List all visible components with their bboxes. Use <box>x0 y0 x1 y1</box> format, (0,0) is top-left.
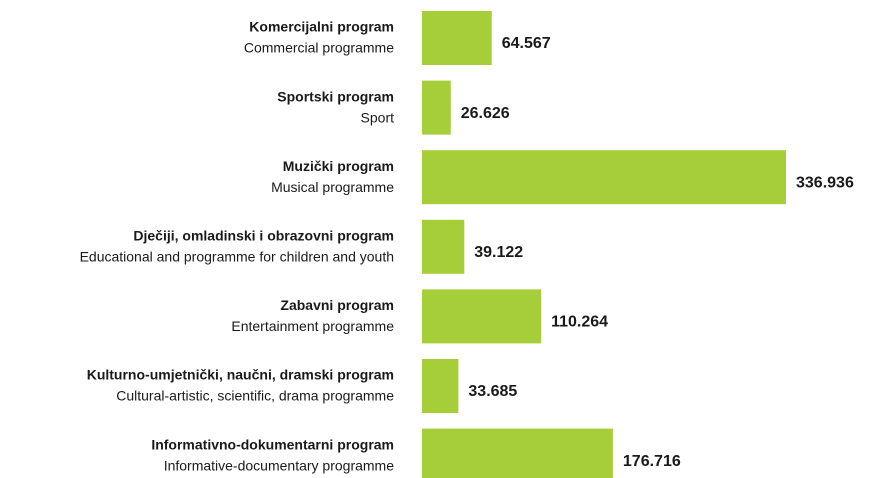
category-label: Kulturno-umjetnički, naučni, dramski pro… <box>87 367 394 383</box>
category-label: Informativno-dokumentarni program <box>151 436 394 452</box>
bar <box>422 219 465 274</box>
category-sublabel: Commercial programme <box>244 40 394 56</box>
bar <box>422 289 542 344</box>
category-sublabel: Educational and programme for children a… <box>80 249 394 265</box>
category-label: Muzički program <box>283 158 394 174</box>
bar <box>422 428 613 478</box>
category-sublabel: Cultural-artistic, scientific, drama pro… <box>116 388 394 404</box>
category-label: Zabavni program <box>280 297 394 313</box>
category-label: Komercijalni program <box>249 19 394 35</box>
bar <box>422 11 492 65</box>
bar <box>422 359 459 413</box>
value-label: 336.936 <box>796 174 854 191</box>
category-sublabel: Sport <box>361 109 395 125</box>
value-label: 33.685 <box>468 383 517 400</box>
value-label: 64.567 <box>502 35 551 52</box>
category-sublabel: Informative-documentary programme <box>164 457 395 473</box>
category-sublabel: Musical programme <box>271 179 394 195</box>
category-sublabel: Entertainment programme <box>231 318 394 334</box>
value-label: 39.122 <box>474 244 523 261</box>
value-label: 110.264 <box>551 314 608 331</box>
bar <box>422 80 451 135</box>
value-label: 26.626 <box>461 105 510 122</box>
category-label: Dječiji, omladinski i obrazovni program <box>133 228 394 244</box>
bar <box>422 150 786 205</box>
category-label: Sportski program <box>277 88 394 104</box>
value-label: 176.716 <box>623 453 681 470</box>
